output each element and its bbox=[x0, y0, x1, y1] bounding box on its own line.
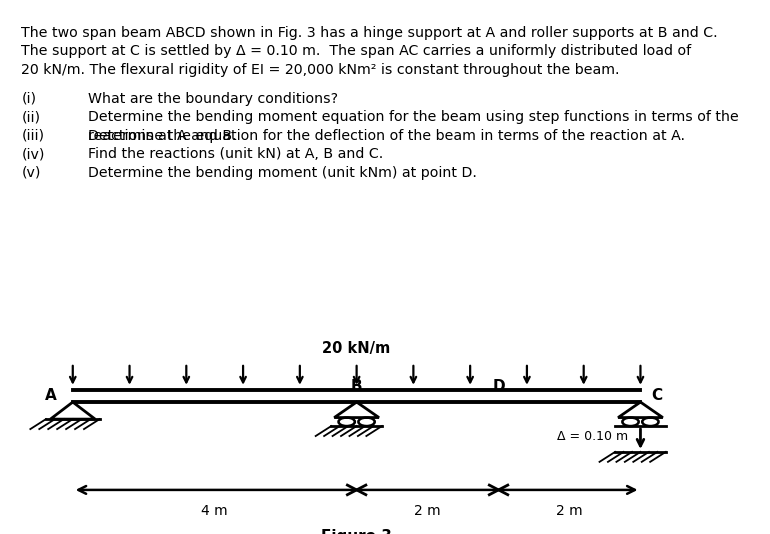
Text: The two span beam ABCD shown in Fig. 3 has a hinge support at A and roller suppo: The two span beam ABCD shown in Fig. 3 h… bbox=[22, 26, 718, 40]
Text: 4 m: 4 m bbox=[202, 504, 228, 518]
Text: (ii): (ii) bbox=[22, 110, 40, 124]
Text: Find the reactions (unit kN) at A, B and C.: Find the reactions (unit kN) at A, B and… bbox=[88, 147, 383, 161]
Text: 2 m: 2 m bbox=[556, 504, 583, 518]
Text: B: B bbox=[351, 379, 363, 394]
Text: Determine the bending moment equation for the beam using step functions in terms: Determine the bending moment equation fo… bbox=[88, 110, 738, 124]
Text: D: D bbox=[492, 379, 505, 394]
Text: Δ = 0.10 m: Δ = 0.10 m bbox=[557, 429, 628, 443]
Text: reactions at A and B.: reactions at A and B. bbox=[88, 129, 236, 143]
Text: 20 kN/m. The flexural rigidity of EI = 20,000 kNm² is constant throughout the be: 20 kN/m. The flexural rigidity of EI = 2… bbox=[22, 63, 620, 77]
Text: The support at C is settled by Δ = 0.10 m.  The span AC carries a uniformly dist: The support at C is settled by Δ = 0.10 … bbox=[22, 44, 691, 58]
Text: Determine the equation for the deflection of the beam in terms of the reaction a: Determine the equation for the deflectio… bbox=[88, 129, 685, 143]
Text: (v): (v) bbox=[22, 166, 41, 180]
Text: Determine the bending moment (unit kNm) at point D.: Determine the bending moment (unit kNm) … bbox=[88, 166, 477, 180]
Text: C: C bbox=[651, 388, 662, 403]
Text: (iv): (iv) bbox=[22, 147, 45, 161]
Text: 20 kN/m: 20 kN/m bbox=[323, 341, 390, 356]
Text: Figure 3: Figure 3 bbox=[321, 529, 392, 534]
Text: (i): (i) bbox=[22, 92, 36, 106]
Text: What are the boundary conditions?: What are the boundary conditions? bbox=[88, 92, 338, 106]
Text: A: A bbox=[45, 388, 57, 403]
Text: (iii): (iii) bbox=[22, 129, 45, 143]
Text: 2 m: 2 m bbox=[414, 504, 441, 518]
